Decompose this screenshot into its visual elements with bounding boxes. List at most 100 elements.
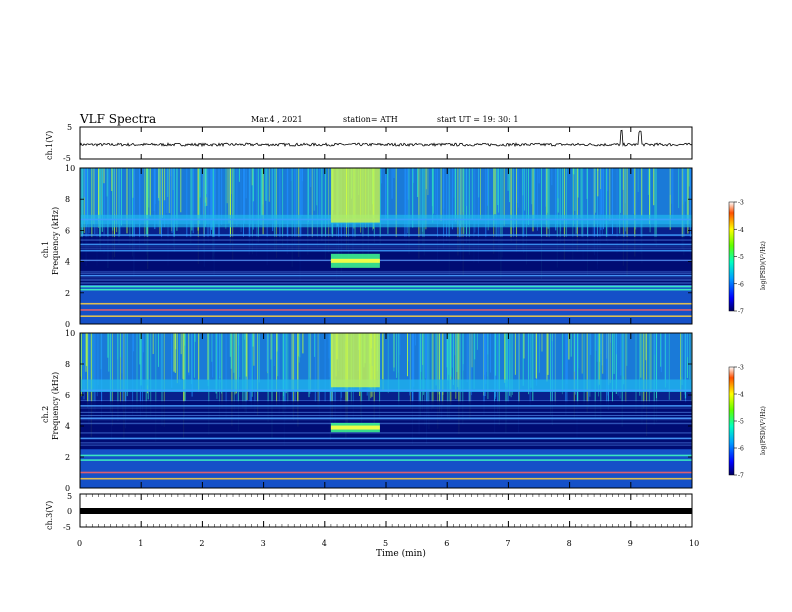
sferic-streak: [689, 168, 691, 259]
sferic-streak: [600, 168, 602, 231]
sferic-streak: [164, 168, 166, 201]
sferic-streak: [155, 168, 156, 205]
sferic-streak: [528, 333, 530, 395]
sferic-streak: [601, 333, 603, 360]
sferic-streak: [409, 333, 411, 396]
sferic-streak: [279, 168, 281, 240]
sferic-streak: [597, 168, 599, 197]
sferic-streak: [425, 168, 427, 230]
sferic-streak: [600, 168, 601, 190]
faint-band: [80, 423, 692, 425]
sferic-streak: [230, 168, 231, 243]
sferic-streak: [446, 168, 448, 242]
sferic-streak: [294, 333, 296, 403]
y-tick-label: 0: [65, 484, 70, 493]
sferic-streak: [639, 333, 641, 396]
sferic-streak: [251, 168, 253, 255]
sferic-streak: [609, 168, 611, 221]
x-tick-label: 4: [322, 539, 327, 548]
sferic-streak: [469, 333, 471, 420]
sferic-streak: [480, 168, 481, 220]
sferic-streak: [654, 168, 656, 243]
faint-band: [80, 248, 692, 250]
sferic-streak: [468, 168, 470, 255]
sferic-streak: [119, 333, 121, 358]
sferic-streak: [581, 168, 583, 237]
transmitter-band: [80, 454, 692, 457]
sferic-streak: [600, 333, 602, 421]
sferic-streak: [656, 333, 657, 399]
sferic-streak: [98, 168, 100, 228]
sferic-streak: [532, 168, 534, 232]
sferic-streak: [266, 333, 268, 372]
sferic-streak: [92, 333, 94, 415]
sferic-streak: [246, 333, 248, 401]
x-tick-label: 3: [261, 539, 266, 548]
sferic-streak: [672, 168, 674, 221]
sferic-streak: [268, 333, 270, 382]
sferic-streak: [445, 333, 447, 380]
sferic-streak: [581, 333, 583, 374]
transmitter-band: [80, 302, 692, 305]
faint-band: [80, 417, 692, 419]
sferic-streak: [581, 168, 583, 238]
sferic-streak: [557, 168, 559, 199]
sferic-streak: [121, 333, 123, 374]
sferic-streak: [425, 333, 426, 379]
sferic-streak: [258, 333, 260, 383]
sferic-streak: [407, 333, 409, 362]
sferic-streak: [653, 333, 655, 425]
sferic-streak: [318, 333, 320, 404]
sferic-streak: [545, 168, 547, 188]
sferic-streak: [619, 333, 621, 399]
sferic-streak: [256, 168, 258, 257]
sferic-streak: [407, 333, 408, 377]
sferic-streak: [462, 168, 464, 212]
sferic-streak: [546, 333, 548, 382]
sferic-streak: [232, 168, 234, 261]
x-tick-label: 7: [505, 539, 510, 548]
sferic-streak: [221, 333, 223, 394]
sferic-streak: [541, 333, 543, 352]
colorbar-tick-label: -7: [738, 473, 744, 480]
sferic-streak: [248, 168, 250, 255]
sferic-streak: [449, 333, 451, 391]
sferic-streak: [97, 333, 99, 385]
sferic-streak: [251, 333, 253, 397]
sferic-streak: [94, 168, 96, 234]
sferic-streak: [625, 333, 627, 403]
sferic-streak: [310, 333, 312, 392]
sferic-streak: [424, 333, 426, 426]
sferic-streak: [545, 168, 547, 207]
sferic-streak: [253, 333, 255, 366]
sferic-streak: [132, 168, 133, 257]
sferic-streak: [413, 333, 415, 387]
sferic-streak: [176, 168, 178, 231]
sferic-streak: [414, 333, 416, 346]
sferic-streak: [319, 168, 321, 216]
sferic-streak: [92, 333, 94, 371]
faint-band: [80, 277, 692, 279]
sferic-streak: [399, 333, 401, 355]
sferic-streak: [466, 333, 468, 383]
sferic-streak: [421, 333, 423, 411]
sferic-streak: [161, 333, 163, 426]
sferic-streak: [170, 168, 172, 214]
sferic-streak: [417, 168, 419, 197]
sferic-streak: [225, 168, 227, 229]
sferic-streak: [648, 333, 650, 404]
sferic-streak: [441, 333, 443, 418]
sferic-streak: [669, 168, 671, 230]
faint-band: [80, 443, 692, 445]
sferic-streak: [204, 168, 206, 207]
sferic-streak: [545, 168, 547, 226]
sferic-streak: [450, 333, 452, 375]
sferic-streak: [446, 333, 448, 418]
faint-band: [80, 275, 692, 277]
sferic-streak: [681, 333, 683, 377]
sferic-streak: [622, 168, 624, 190]
sferic-streak: [173, 333, 175, 372]
event-core: [330, 425, 380, 430]
sferic-streak: [530, 333, 532, 388]
sferic-streak: [671, 168, 673, 204]
